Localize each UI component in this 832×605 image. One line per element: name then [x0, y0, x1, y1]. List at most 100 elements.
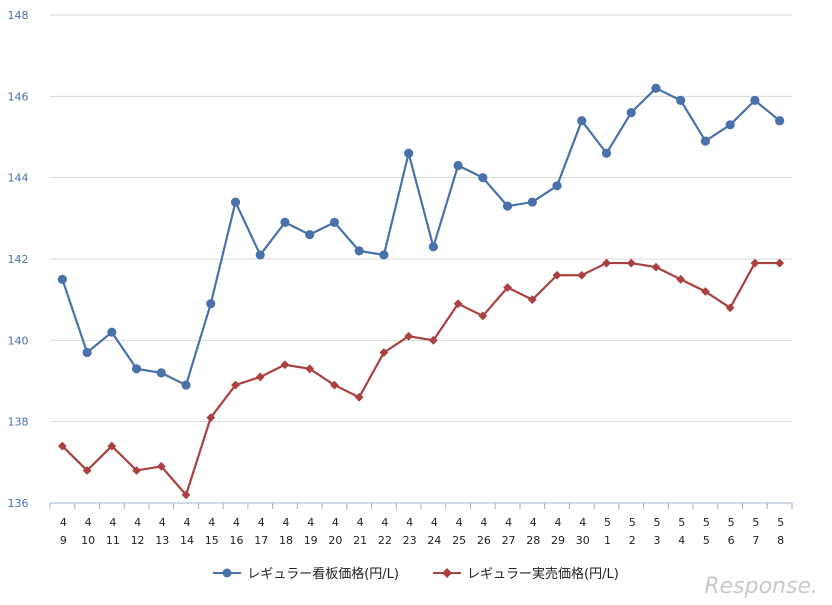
data-point[interactable]	[379, 348, 389, 357]
x-tick-label-day: 11	[106, 534, 120, 547]
y-tick-label: 144	[8, 172, 29, 185]
data-point[interactable]	[404, 148, 414, 158]
y-tick-label: 146	[8, 90, 29, 103]
data-point[interactable]	[552, 270, 562, 280]
watermark-logo: Response.	[704, 574, 818, 599]
data-point[interactable]	[700, 136, 711, 146]
x-tick-label-day: 16	[230, 534, 244, 547]
data-point[interactable]	[750, 95, 760, 105]
data-point[interactable]	[230, 197, 241, 207]
x-tick-label-day: 30	[576, 534, 590, 547]
data-point[interactable]	[428, 242, 438, 252]
data-point[interactable]	[132, 466, 141, 475]
data-point[interactable]	[503, 283, 512, 292]
x-tick-label-month: 4	[233, 516, 240, 529]
data-point[interactable]	[775, 258, 785, 268]
data-point[interactable]	[453, 299, 463, 309]
x-tick-label-day: 6	[728, 534, 735, 547]
x-tick-label-month: 5	[678, 516, 685, 529]
x-tick-label-day: 28	[526, 534, 540, 547]
data-point[interactable]	[676, 95, 686, 105]
data-point[interactable]	[206, 299, 216, 309]
y-tick-label: 142	[8, 253, 29, 266]
x-tick-label-day: 12	[131, 534, 145, 547]
x-tick-label-day: 19	[304, 534, 318, 547]
y-tick-label: 140	[8, 334, 29, 347]
data-point[interactable]	[330, 380, 339, 390]
data-point[interactable]	[206, 413, 216, 422]
data-point[interactable]	[725, 120, 735, 130]
data-point[interactable]	[305, 364, 315, 374]
x-tick-label-day: 29	[551, 534, 565, 547]
y-tick-label: 136	[8, 497, 29, 510]
data-point[interactable]	[82, 466, 92, 475]
data-point[interactable]	[255, 250, 265, 260]
data-point[interactable]	[280, 217, 290, 227]
data-point[interactable]	[701, 287, 710, 296]
data-point[interactable]	[601, 148, 612, 158]
data-point[interactable]	[453, 160, 463, 171]
x-tick-label-month: 4	[381, 516, 388, 529]
data-point[interactable]	[626, 108, 636, 118]
series-group	[57, 83, 785, 500]
data-point[interactable]	[404, 331, 414, 341]
data-point[interactable]	[527, 295, 537, 305]
data-point[interactable]	[775, 116, 785, 126]
data-point[interactable]	[329, 217, 340, 227]
data-point[interactable]	[651, 262, 661, 272]
data-point[interactable]	[156, 462, 166, 471]
data-point[interactable]	[602, 258, 611, 268]
x-tick-label-month: 4	[258, 516, 265, 529]
data-point[interactable]	[577, 116, 587, 126]
x-tick-label-month: 4	[184, 516, 191, 529]
x-tick-label-day: 1	[604, 534, 611, 547]
data-point[interactable]	[57, 441, 67, 451]
data-point[interactable]	[577, 270, 587, 280]
data-point[interactable]	[626, 258, 636, 268]
data-point[interactable]	[502, 201, 513, 211]
data-point[interactable]	[305, 230, 315, 240]
x-tick-label-month: 4	[480, 516, 487, 529]
data-point[interactable]	[231, 380, 240, 390]
x-tick-label-day: 15	[205, 534, 219, 547]
data-point[interactable]	[676, 274, 686, 284]
legend: レギュラー看板価格(円/L) レギュラー実売価格(円/L)	[0, 563, 832, 582]
diamond-marker-icon	[433, 567, 461, 578]
data-point[interactable]	[131, 364, 142, 374]
x-tick-label-month: 4	[579, 516, 586, 529]
data-point[interactable]	[725, 303, 735, 313]
data-point[interactable]	[255, 372, 265, 382]
data-point[interactable]	[107, 441, 117, 451]
data-point[interactable]	[750, 258, 760, 268]
data-point[interactable]	[651, 83, 661, 93]
x-tick-label-day: 7	[752, 534, 759, 547]
x-tick-label-day: 24	[427, 534, 441, 547]
x-tick-label-month: 4	[60, 516, 67, 529]
data-point[interactable]	[82, 347, 92, 358]
x-tick-label-day: 2	[629, 534, 636, 547]
data-point[interactable]	[181, 380, 191, 390]
legend-item-list-price[interactable]: レギュラー看板価格(円/L)	[213, 563, 399, 582]
data-point[interactable]	[478, 311, 488, 321]
x-tick-label-month: 4	[431, 516, 438, 529]
legend-item-actual-price[interactable]: レギュラー実売価格(円/L)	[433, 563, 619, 582]
x-tick-label-day: 17	[254, 534, 268, 547]
x-tick-label-day: 27	[502, 534, 516, 547]
y-tick-label: 148	[8, 9, 29, 22]
data-point[interactable]	[280, 360, 290, 370]
x-tick-label-month: 4	[505, 516, 512, 529]
data-point[interactable]	[379, 250, 389, 260]
data-point[interactable]	[181, 490, 191, 500]
data-point[interactable]	[156, 368, 166, 378]
data-point[interactable]	[478, 173, 488, 183]
data-point[interactable]	[527, 197, 537, 207]
data-point[interactable]	[428, 335, 438, 345]
y-tick-label: 138	[8, 416, 29, 429]
series-line-2	[61, 261, 780, 496]
legend-label-actual-price: レギュラー実売価格(円/L)	[467, 567, 619, 582]
data-point[interactable]	[354, 392, 364, 402]
data-point[interactable]	[107, 327, 117, 337]
data-point[interactable]	[57, 274, 67, 284]
data-point[interactable]	[354, 246, 364, 256]
data-point[interactable]	[552, 181, 562, 191]
